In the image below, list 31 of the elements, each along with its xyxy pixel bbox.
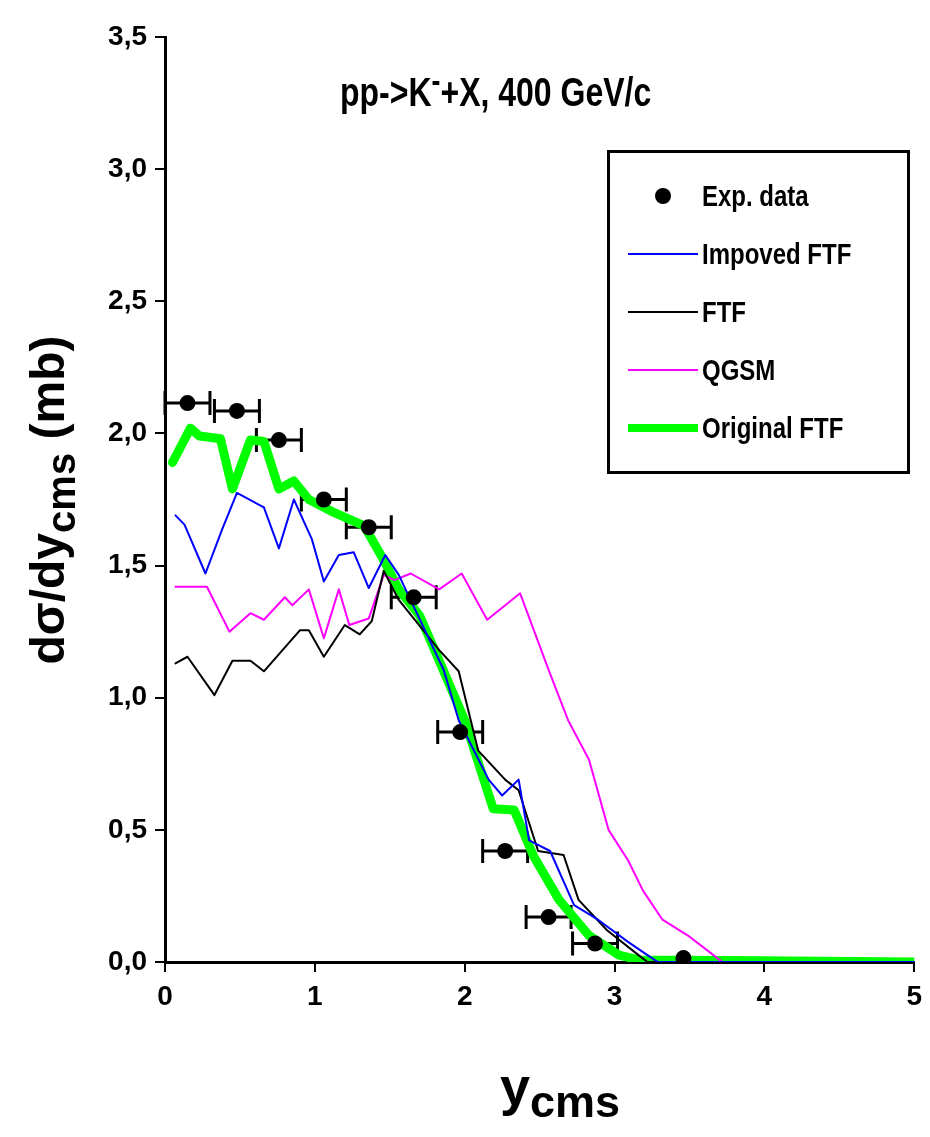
point: [452, 724, 469, 741]
x-tick-label: 5: [906, 979, 922, 1011]
x-tick-label: 1: [307, 979, 323, 1011]
point: [228, 402, 245, 419]
y-tick-label: 0,0: [108, 944, 147, 976]
legend-label: FTF: [702, 295, 747, 329]
legend-label: Original FTF: [702, 411, 844, 445]
legend-label: QGSM: [702, 353, 776, 387]
point: [497, 843, 514, 859]
x-tick-label: 4: [756, 979, 773, 1011]
y-tick-label: 2,5: [108, 284, 147, 315]
point: [405, 589, 422, 606]
point: [587, 935, 604, 952]
y-tick-label: 3,0: [108, 151, 147, 183]
y-tick-label: 1,5: [108, 548, 147, 580]
point: [540, 909, 557, 926]
x-tick-label: 2: [456, 979, 473, 1011]
y-tick-label: 2,0: [108, 416, 147, 448]
point: [315, 491, 332, 508]
y-tick-label: 0,5: [108, 812, 147, 844]
x-tick-label: 0: [157, 979, 173, 1011]
text: pp->K$^{-}$+X, 400 GeV/c: [340, 62, 652, 116]
legend-label: Impoved FTF: [702, 237, 852, 271]
x-tick-label: 3: [606, 979, 623, 1011]
point: [360, 519, 377, 536]
point: [179, 395, 196, 412]
y-tick-label: 1,0: [108, 680, 147, 712]
legend-label: Exp. data: [702, 179, 810, 213]
x-axis-title: y$_{cms}$: [500, 1055, 621, 1128]
y-tick-label: 3,5: [108, 19, 147, 51]
point: [270, 432, 287, 449]
